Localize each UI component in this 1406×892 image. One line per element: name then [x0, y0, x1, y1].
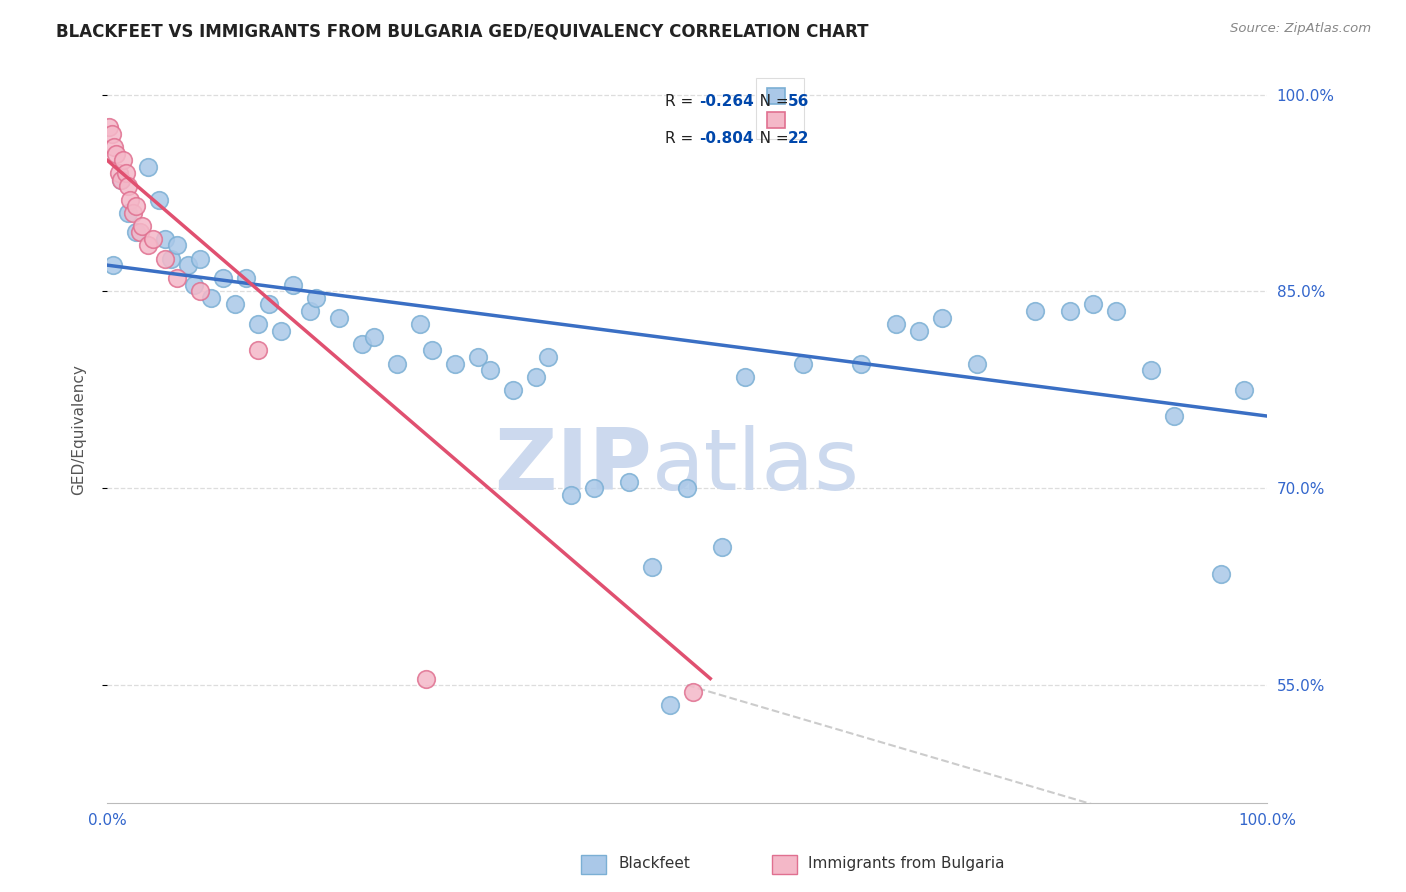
Point: [305, 291, 328, 305]
Point: [409, 317, 432, 331]
Point: [246, 343, 269, 358]
Point: [100, 127, 122, 141]
Text: R =: R =: [665, 131, 699, 146]
Point: [110, 173, 132, 187]
Y-axis label: GED/Equivalency: GED/Equivalency: [72, 364, 86, 495]
Point: [107, 166, 129, 180]
Point: [98, 120, 121, 135]
Point: [1081, 297, 1104, 311]
Point: [502, 383, 524, 397]
Point: [246, 317, 269, 331]
Point: [328, 310, 350, 325]
Point: [259, 297, 281, 311]
Point: [136, 160, 159, 174]
Point: [235, 271, 257, 285]
Point: [166, 271, 188, 285]
Text: -0.804: -0.804: [699, 131, 754, 146]
Point: [125, 199, 148, 213]
Point: [160, 252, 183, 266]
Point: [117, 205, 139, 219]
Point: [112, 153, 135, 168]
Point: [1105, 304, 1128, 318]
Point: [444, 357, 467, 371]
Text: ZIP: ZIP: [495, 425, 652, 508]
Point: [415, 672, 437, 686]
Text: atlas: atlas: [652, 425, 860, 508]
Point: [792, 357, 814, 371]
Point: [153, 232, 176, 246]
Legend: , : ,: [756, 78, 804, 139]
Point: [352, 337, 374, 351]
Text: BLACKFEET VS IMMIGRANTS FROM BULGARIA GED/EQUIVALENCY CORRELATION CHART: BLACKFEET VS IMMIGRANTS FROM BULGARIA GE…: [56, 22, 869, 40]
Point: [524, 369, 547, 384]
Point: [177, 258, 200, 272]
Point: [101, 258, 124, 272]
Point: [658, 698, 681, 712]
Point: [1024, 304, 1046, 318]
Point: [467, 350, 489, 364]
Text: Blackfeet: Blackfeet: [619, 856, 690, 871]
Point: [121, 205, 143, 219]
Point: [270, 324, 292, 338]
Point: [676, 481, 699, 495]
Point: [128, 225, 150, 239]
Point: [212, 271, 235, 285]
Text: -0.264: -0.264: [699, 94, 754, 109]
Point: [641, 560, 664, 574]
Point: [120, 193, 142, 207]
Point: [148, 193, 170, 207]
Point: [166, 238, 188, 252]
Point: [1233, 383, 1256, 397]
Point: [884, 317, 907, 331]
Point: [188, 285, 211, 299]
Text: N =: N =: [745, 94, 793, 109]
Point: [1059, 304, 1081, 318]
Text: Source: ZipAtlas.com: Source: ZipAtlas.com: [1230, 22, 1371, 36]
Point: [560, 488, 582, 502]
Point: [1140, 363, 1163, 377]
Point: [136, 238, 159, 252]
Point: [200, 291, 222, 305]
Point: [420, 343, 443, 358]
Point: [183, 277, 205, 292]
Point: [1209, 566, 1232, 581]
Point: [478, 363, 501, 377]
Point: [103, 140, 125, 154]
Point: [583, 481, 606, 495]
Point: [281, 277, 304, 292]
Point: [142, 232, 165, 246]
Text: 22: 22: [787, 131, 808, 146]
Point: [710, 541, 733, 555]
Point: [931, 310, 953, 325]
Point: [734, 369, 756, 384]
Point: [110, 173, 132, 187]
Point: [105, 146, 128, 161]
Point: [114, 166, 136, 180]
Point: [153, 252, 176, 266]
Text: R =: R =: [665, 94, 699, 109]
Point: [966, 357, 988, 371]
Point: [682, 684, 704, 698]
Point: [299, 304, 322, 318]
Point: [363, 330, 385, 344]
Point: [908, 324, 931, 338]
Point: [617, 475, 640, 489]
Text: N =: N =: [745, 131, 793, 146]
Point: [188, 252, 211, 266]
Point: [385, 357, 408, 371]
Point: [131, 219, 153, 233]
Text: 56: 56: [787, 94, 808, 109]
Point: [117, 179, 139, 194]
Point: [537, 350, 560, 364]
Point: [1163, 409, 1185, 423]
Point: [224, 297, 246, 311]
Point: [849, 357, 872, 371]
Point: [125, 225, 148, 239]
Text: Immigrants from Bulgaria: Immigrants from Bulgaria: [808, 856, 1005, 871]
